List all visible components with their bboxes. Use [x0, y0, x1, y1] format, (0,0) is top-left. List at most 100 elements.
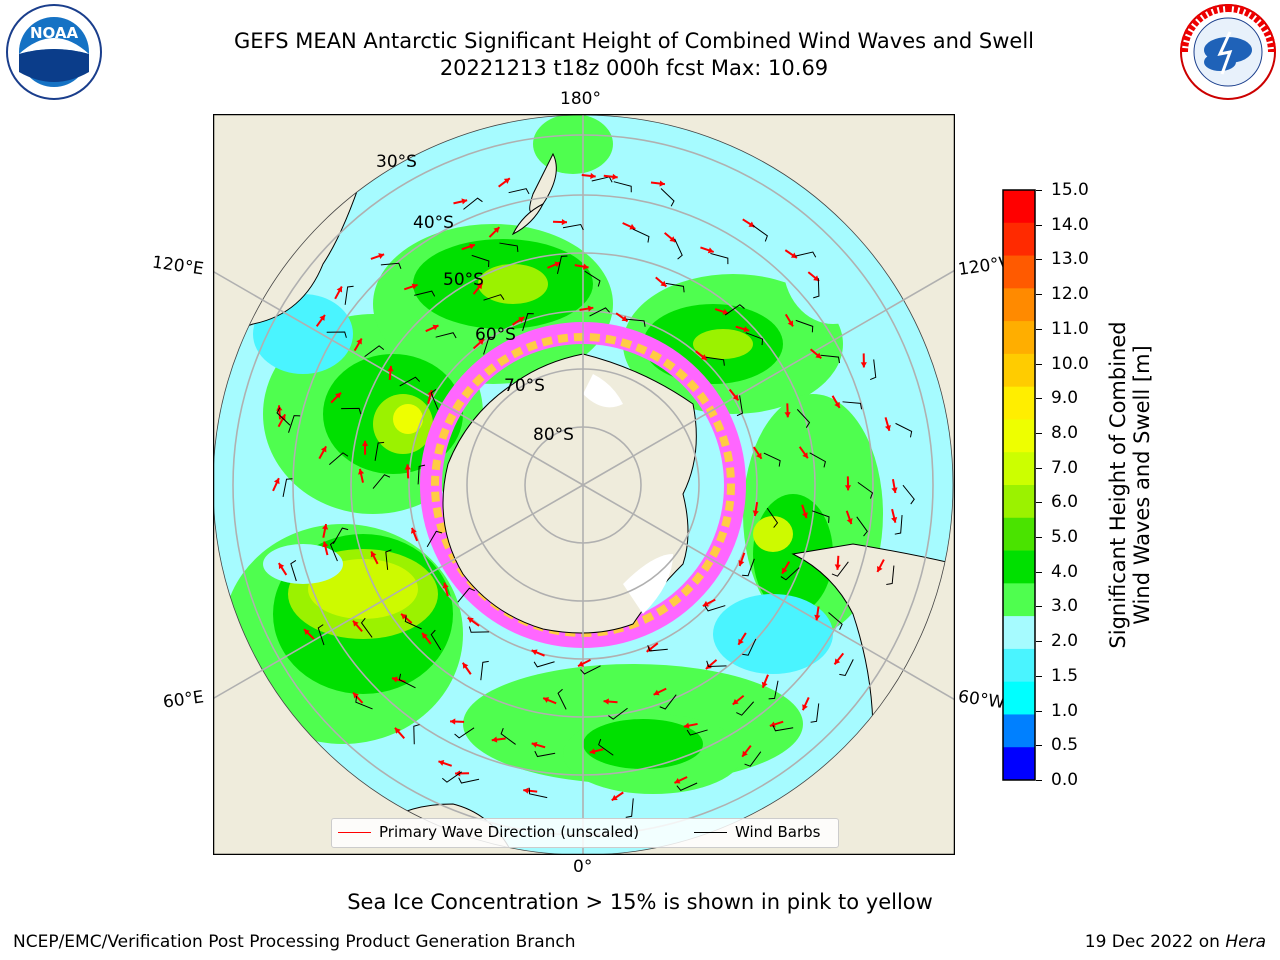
- colorbar-segment: [1003, 550, 1035, 584]
- wind-barb: [752, 224, 768, 242]
- wind-barb: [500, 727, 516, 745]
- colorbar-tick-label: 3.0: [1051, 596, 1079, 617]
- wind-barb: [742, 638, 757, 656]
- wave-arrow: [891, 479, 898, 494]
- colorbar: [1002, 189, 1036, 781]
- colorbar-segment: [1003, 190, 1035, 224]
- wave-arrow: [741, 745, 752, 758]
- footer-date: 19 Dec 2022 on Hera: [1085, 932, 1266, 952]
- colorbar-segment: [1003, 321, 1035, 355]
- colorbar-tick-label: 13.0: [1051, 249, 1089, 270]
- colorbar-tick-label: 1.5: [1051, 665, 1079, 686]
- wave-arrow: [552, 218, 568, 226]
- wave-arrow: [589, 748, 604, 755]
- colorbar-label: Significant Height of Combined Wind Wave…: [1106, 321, 1154, 648]
- colorbar-segment: [1003, 353, 1035, 388]
- wave-arrow: [353, 338, 363, 352]
- colorbar-segment: [1003, 386, 1035, 420]
- colorbar-tick-mark: [1036, 294, 1042, 296]
- lat-label-40s: 40°S: [413, 213, 454, 233]
- wind-barb: [276, 407, 291, 426]
- wind-barb: [676, 782, 698, 791]
- wave-arrow: [615, 312, 629, 323]
- wind-barb: [458, 777, 480, 784]
- wave-arrow: [453, 198, 468, 205]
- wave-arrow: [315, 314, 326, 327]
- lon-label-120e: 120°E: [150, 252, 205, 280]
- colorbar-tick-mark: [1036, 398, 1042, 400]
- colorbar-tick-mark: [1036, 745, 1042, 747]
- colorbar-tick-label: 14.0: [1051, 214, 1089, 235]
- colorbar-tick-mark: [1036, 641, 1042, 643]
- wave-arrow: [784, 313, 794, 327]
- wind-barb: [742, 558, 755, 577]
- wave-arrow: [410, 527, 419, 542]
- meridian-line: [213, 270, 584, 486]
- colorbar-segment: [1003, 485, 1035, 519]
- wave-arrow: [834, 555, 841, 570]
- antarctic-wave-map: [213, 114, 955, 855]
- wind-barb: [413, 724, 420, 745]
- wave-arrow: [807, 271, 820, 282]
- wave-arrow: [421, 632, 432, 645]
- wind-barb: [282, 478, 293, 497]
- wind-barb: [290, 560, 297, 582]
- wind-barb: [463, 197, 483, 210]
- wave-arrow: [844, 476, 852, 491]
- wind-barb: [528, 787, 548, 799]
- legend-item-wave-direction: Primary Wave Direction (unscaled): [338, 823, 639, 841]
- wind-barb: [772, 725, 794, 732]
- wave-arrow: [461, 662, 472, 675]
- wind-barb: [809, 452, 826, 468]
- wave-arrow: [352, 691, 364, 704]
- wind-barb: [745, 332, 764, 346]
- wind-barb: [795, 319, 814, 333]
- wind-barb: [499, 242, 519, 252]
- wave-arrow: [330, 391, 342, 404]
- wind-barb: [508, 188, 530, 195]
- sea-ice-note: Sea Ice Concentration > 15% is shown in …: [347, 890, 933, 914]
- colorbar-label-line1: Significant Height of Combined: [1106, 321, 1130, 649]
- lon-label-60w: 60°W: [956, 686, 1007, 714]
- footer-date-text: 19 Dec 2022 on: [1084, 932, 1226, 952]
- colorbar-tick-mark: [1036, 571, 1042, 573]
- wave-arrow: [814, 606, 821, 621]
- wave-arrow: [387, 365, 394, 381]
- wind-barb: [780, 567, 800, 581]
- wave-arrow: [523, 787, 538, 794]
- colorbar-segment: [1003, 452, 1035, 486]
- wind-barb: [556, 255, 568, 274]
- wave-arrow: [542, 697, 557, 705]
- wind-barb: [584, 270, 601, 287]
- lon-label-60e: 60°E: [161, 687, 206, 713]
- wave-arrow: [603, 698, 618, 705]
- lat-label-30s: 30°S: [376, 152, 417, 172]
- wind-barb: [522, 313, 534, 331]
- wave-arrow: [809, 348, 822, 360]
- wave-arrow: [891, 508, 898, 523]
- lon-label-0: 0°: [573, 857, 593, 877]
- wave-arrow: [732, 694, 745, 706]
- wave-arrow: [781, 561, 791, 575]
- wave-arrow: [611, 791, 624, 802]
- wind-barb: [820, 354, 840, 364]
- wind-barb: [580, 665, 601, 675]
- colorbar-tick-mark: [1036, 780, 1042, 781]
- wave-direction-swatch: [338, 831, 371, 833]
- wind-barb: [341, 407, 362, 415]
- wind-barb: [810, 703, 820, 723]
- wind-barb: [385, 549, 392, 570]
- lat-label-80s: 80°S: [533, 425, 574, 445]
- wave-arrow: [653, 687, 667, 696]
- wind-barb: [706, 660, 727, 668]
- colorbar-tick-label: 0.0: [1051, 770, 1079, 790]
- wave-arrow: [334, 286, 343, 300]
- wind-barb: [355, 696, 373, 710]
- wind-barb: [430, 629, 442, 651]
- wind-barb: [326, 331, 347, 338]
- wind-barb: [704, 605, 726, 612]
- wind-barb: [332, 527, 349, 544]
- wave-arrow: [664, 232, 677, 243]
- lat-label-70s: 70°S: [504, 376, 545, 396]
- wind-barb: [328, 452, 349, 465]
